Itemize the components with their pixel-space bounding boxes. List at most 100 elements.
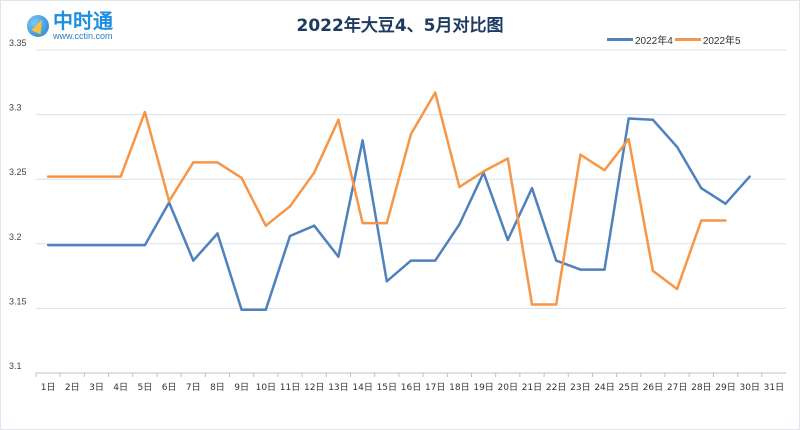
data-point bbox=[385, 280, 389, 283]
data-point bbox=[46, 175, 50, 178]
data-point bbox=[264, 308, 268, 311]
legend-item-2022-5: 2022年5 bbox=[674, 32, 741, 47]
data-point bbox=[530, 303, 534, 306]
y-tick-label: 3.15 bbox=[9, 296, 27, 306]
data-point bbox=[313, 224, 316, 227]
legend-label: 2022年5 bbox=[702, 36, 741, 47]
data-point bbox=[143, 243, 147, 247]
logo-icon bbox=[27, 15, 49, 37]
data-point bbox=[433, 91, 437, 94]
x-tick-label: 28日 bbox=[691, 382, 711, 393]
y-tick-label: 3.35 bbox=[9, 38, 27, 48]
legend-item-2022-4: 2022年4 bbox=[607, 32, 673, 47]
data-point bbox=[192, 259, 195, 262]
x-tick-label: 19日 bbox=[473, 382, 493, 393]
x-tick-label: 1日 bbox=[41, 382, 56, 393]
data-point bbox=[458, 223, 461, 226]
x-tick-label: 30日 bbox=[739, 382, 759, 393]
data-point bbox=[554, 259, 558, 262]
data-point bbox=[143, 110, 147, 114]
y-tick-label: 3.2 bbox=[9, 232, 22, 242]
data-point bbox=[748, 175, 751, 178]
data-point bbox=[530, 187, 534, 190]
data-point bbox=[579, 268, 582, 271]
data-point bbox=[361, 221, 364, 225]
data-point bbox=[409, 259, 413, 262]
data-point bbox=[675, 145, 679, 149]
chart-title: 2022年大豆4、5月对比图 bbox=[296, 16, 504, 36]
x-tick-label: 13日 bbox=[328, 382, 348, 393]
x-tick-label: 7日 bbox=[186, 382, 201, 393]
data-point bbox=[700, 187, 703, 190]
data-point bbox=[409, 132, 413, 136]
x-tick-label: 9日 bbox=[234, 382, 249, 393]
x-tick-label: 20日 bbox=[498, 382, 518, 393]
y-tick-label: 3.3 bbox=[9, 103, 22, 113]
x-tick-label: 31日 bbox=[764, 382, 784, 393]
data-point bbox=[119, 175, 122, 178]
logo-url: www.cctin.com bbox=[53, 31, 113, 41]
data-point bbox=[71, 243, 74, 247]
data-point bbox=[288, 234, 292, 238]
data-point bbox=[119, 243, 122, 247]
y-tick-label: 3.1 bbox=[9, 361, 22, 371]
x-tick-label: 6日 bbox=[162, 382, 177, 393]
data-point bbox=[627, 137, 630, 141]
data-point bbox=[216, 161, 219, 164]
x-tick-label: 2日 bbox=[65, 382, 80, 393]
data-point bbox=[95, 175, 98, 178]
x-tick-label: 26日 bbox=[643, 382, 663, 393]
data-point bbox=[216, 232, 219, 235]
y-tick-label: 3.25 bbox=[9, 167, 27, 177]
data-point bbox=[433, 259, 437, 262]
data-point bbox=[95, 243, 98, 247]
legend-swatch bbox=[607, 38, 633, 41]
logo: 中时通 www.cctin.com bbox=[27, 11, 113, 41]
x-tick-label: 15日 bbox=[377, 382, 397, 393]
data-point bbox=[385, 221, 389, 225]
x-tick-label: 29日 bbox=[715, 382, 735, 393]
data-point bbox=[506, 157, 509, 160]
data-point bbox=[482, 170, 485, 173]
x-tick-label: 16日 bbox=[401, 382, 421, 393]
legend-swatch bbox=[674, 38, 701, 41]
x-tick-label: 10日 bbox=[256, 382, 276, 393]
x-tick-label: 11日 bbox=[280, 382, 300, 393]
data-point bbox=[579, 153, 582, 156]
x-tick-label: 12日 bbox=[304, 382, 324, 393]
data-point bbox=[240, 176, 243, 180]
x-tick-label: 5日 bbox=[138, 382, 153, 393]
data-point bbox=[627, 117, 630, 120]
x-tick-label: 23日 bbox=[570, 382, 590, 393]
data-point bbox=[554, 303, 558, 306]
data-point bbox=[675, 287, 679, 291]
x-tick-label: 4日 bbox=[113, 382, 128, 393]
legend: 2022年4 2022年5 bbox=[607, 32, 743, 47]
legend-label: 2022年4 bbox=[635, 36, 673, 47]
data-point bbox=[724, 202, 727, 205]
data-point bbox=[288, 205, 292, 208]
x-tick-label: 8日 bbox=[210, 382, 225, 393]
data-point bbox=[337, 255, 340, 258]
data-point bbox=[603, 168, 606, 172]
data-point bbox=[361, 139, 364, 142]
x-tick-label: 3日 bbox=[89, 382, 104, 393]
data-point bbox=[651, 269, 655, 273]
series-line-2022年5 bbox=[48, 91, 726, 306]
logo-name: 中时通 bbox=[53, 9, 113, 33]
data-point bbox=[724, 219, 727, 222]
data-point bbox=[506, 238, 509, 242]
data-point bbox=[46, 243, 50, 247]
x-tick-label: 27日 bbox=[667, 382, 687, 393]
data-point bbox=[458, 185, 461, 189]
data-point bbox=[337, 118, 340, 121]
series-line-2022年4 bbox=[48, 117, 751, 311]
data-point bbox=[700, 219, 703, 222]
x-tick-label: 18日 bbox=[449, 382, 469, 393]
data-point bbox=[313, 171, 316, 174]
x-tick-label: 14日 bbox=[352, 382, 372, 393]
data-point bbox=[603, 268, 606, 271]
x-tick-label: 17日 bbox=[425, 382, 445, 393]
data-point bbox=[167, 199, 171, 203]
